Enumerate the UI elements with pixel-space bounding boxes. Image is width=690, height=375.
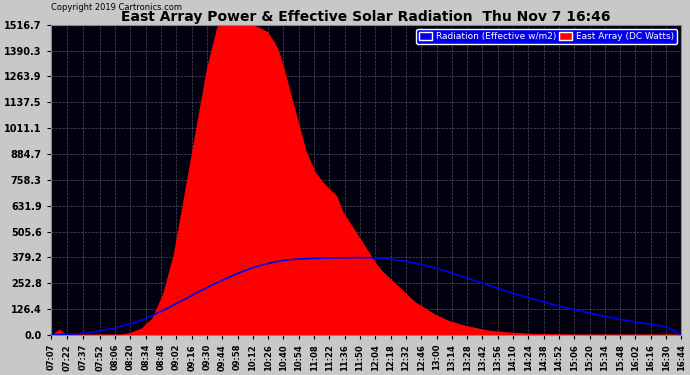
Title: East Array Power & Effective Solar Radiation  Thu Nov 7 16:46: East Array Power & Effective Solar Radia… bbox=[121, 9, 611, 24]
Legend: Radiation (Effective w/m2), East Array (DC Watts): Radiation (Effective w/m2), East Array (… bbox=[416, 29, 677, 44]
Text: Copyright 2019 Cartronics.com: Copyright 2019 Cartronics.com bbox=[50, 3, 181, 12]
